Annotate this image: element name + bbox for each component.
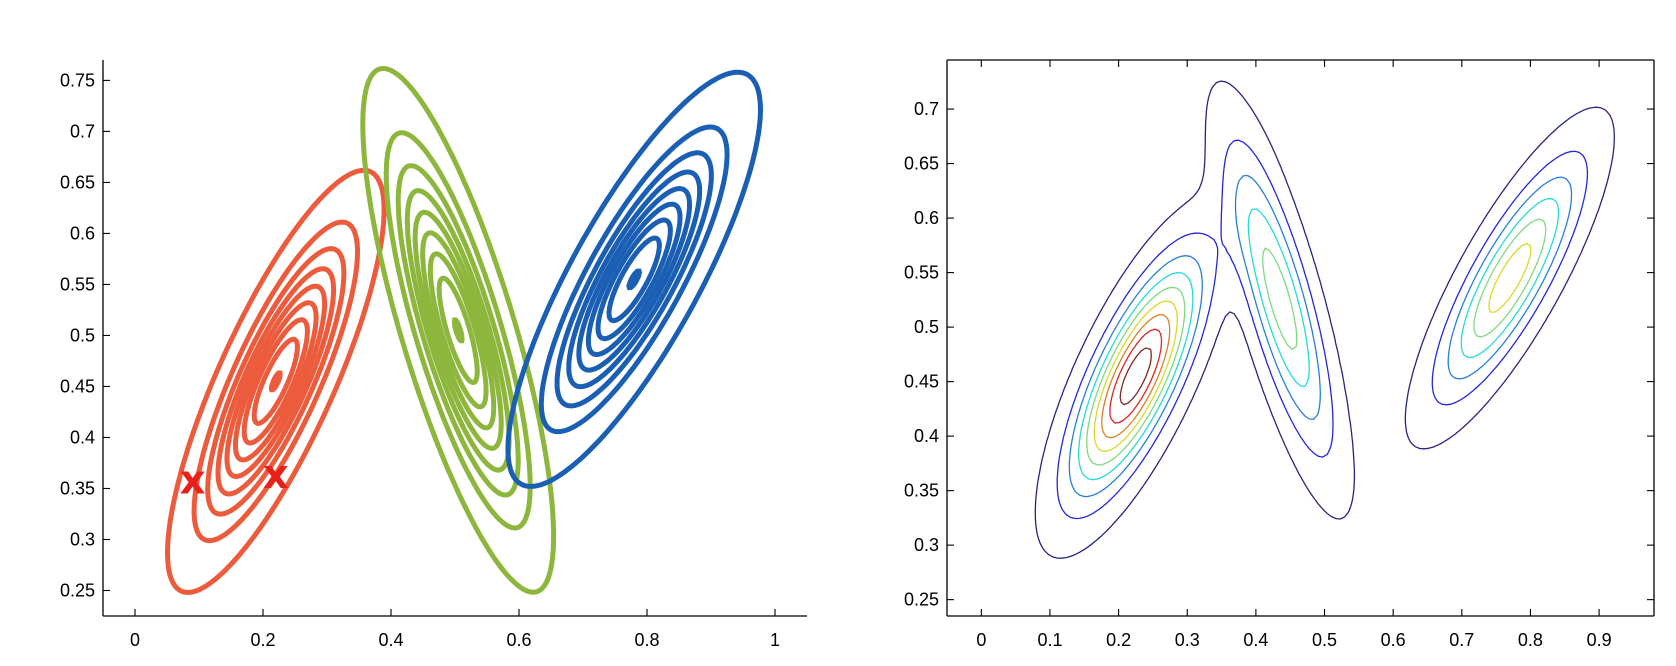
contour-line-series-2-level-1 [360,66,557,595]
right-x-tick-label: 0.9 [1587,630,1612,650]
contour-line-series-3-level-8 [606,235,662,324]
left-y-tick-label: 0.4 [70,427,95,447]
right-x-tick-label: 0.4 [1243,630,1268,650]
left-y-tick-label: 0.75 [60,70,95,90]
left-x-tick-label: 1 [770,630,780,650]
right-x-tick-label: 0.5 [1312,630,1337,650]
left-x-tick-label: 0.6 [506,630,531,650]
contour-line-series-1-level-6 [233,300,319,463]
right-y-tick-label: 0.65 [904,154,939,174]
left-x-tick-label: 0.8 [634,630,659,650]
right-y-tick-label: 0.7 [914,99,939,119]
right-y-tick-label: 0.25 [904,590,939,610]
right-x-tick-label: 0.2 [1106,630,1131,650]
contour-line-series-3-level-7 [595,217,673,342]
density-contour-level-6 [1093,243,1532,452]
density-contour-level-9 [1119,347,1152,406]
contour-line-series-3-level-3 [554,150,714,409]
contour-line-series-2-level-2 [383,130,533,531]
right-x-tick-label: 0.8 [1518,630,1543,650]
right-contour-plot: 0 0.1 0.2 0.3 0.4 0.5 0.6 0.7 0.8 0.9 0.25 0.3 0.35 0… [904,59,1655,650]
density-contour-level-8 [1109,328,1163,424]
contour-line-series-3-level-2 [538,124,730,435]
density-contour-level-1 [1034,80,1615,559]
contour-line-series-1-level-1 [164,167,387,595]
left-x-tick-label: 0.2 [250,630,275,650]
right-axes: 0 0.1 0.2 0.3 0.4 0.5 0.6 0.7 0.8 0.9 0.25 0.3 0.35 0… [904,59,1655,650]
left-axes: 0 0.2 0.4 0.6 0.8 1 0.25 0.3 0.35 0.4 0.45 0.5 0.55 0… [60,60,807,650]
left-y-tick-label: 0.25 [60,580,95,600]
density-contour-level-2 [1056,139,1589,520]
contour-line-series-1-level-8 [251,336,300,426]
contour-line-series-3-level-5 [576,186,692,373]
contour-line-series-2-level-8 [436,275,480,385]
right-x-tick-label: 0 [976,630,986,650]
contour-line-series-3-level-1 [505,69,764,489]
density-contour-level-5 [1086,218,1547,466]
right-y-tick-label: 0.35 [904,481,939,501]
density-contour-level-3 [1068,174,1573,498]
right-y-tick-label: 0.3 [914,535,939,555]
contour-line-series-1-level-9 [269,370,283,393]
right-x-tick-label: 0.3 [1175,630,1200,650]
contour-line-series-1-level-3 [205,246,347,517]
cross-marker-2: x [263,452,289,498]
left-y-tick-label: 0.45 [60,376,95,396]
right-y-tick-label: 0.4 [914,426,939,446]
contour-line-series-1-level-4 [215,266,337,497]
contour-line-series-1-level-5 [224,283,328,480]
right-y-tick-label: 0.5 [914,317,939,337]
left-y-tick-label: 0.35 [60,478,95,498]
cross-marker-1: x [180,457,206,503]
contour-line-series-2-level-3 [395,163,521,498]
right-y-tick-label: 0.55 [904,263,939,283]
right-x-tick-label: 0.7 [1449,630,1474,650]
right-y-tick-label: 0.6 [914,208,939,228]
density-contour-level-4 [1077,198,1560,481]
contour-line-series-1-level-2 [191,219,360,544]
left-contour-lines [164,66,764,595]
left-y-tick-label: 0.3 [70,529,95,549]
contour-line-series-2-level-9 [451,317,465,344]
contour-line-series-2-level-5 [412,209,504,451]
left-y-tick-label: 0.5 [70,325,95,345]
right-contour-lines [1034,80,1615,559]
density-contour-level-7 [1101,314,1171,439]
contour-line-series-2-level-7 [427,251,489,410]
contour-line-series-3-level-4 [566,169,703,390]
left-y-tick-label: 0.7 [70,121,95,141]
contour-line-series-2-level-4 [404,188,512,473]
contour-line-series-3-level-6 [585,201,683,357]
left-y-tick-label: 0.6 [70,223,95,243]
right-y-tick-label: 0.45 [904,372,939,392]
right-x-tick-label: 0.6 [1381,630,1406,650]
contour-line-series-1-level-7 [241,317,310,446]
left-x-tick-label: 0.4 [378,630,403,650]
left-y-tick-label: 0.55 [60,274,95,294]
contour-line-series-3-level-9 [626,268,643,291]
right-x-tick-label: 0.1 [1037,630,1062,650]
left-y-tick-label: 0.65 [60,172,95,192]
left-x-tick-label: 0 [130,630,140,650]
contour-line-series-2-level-6 [420,230,497,431]
